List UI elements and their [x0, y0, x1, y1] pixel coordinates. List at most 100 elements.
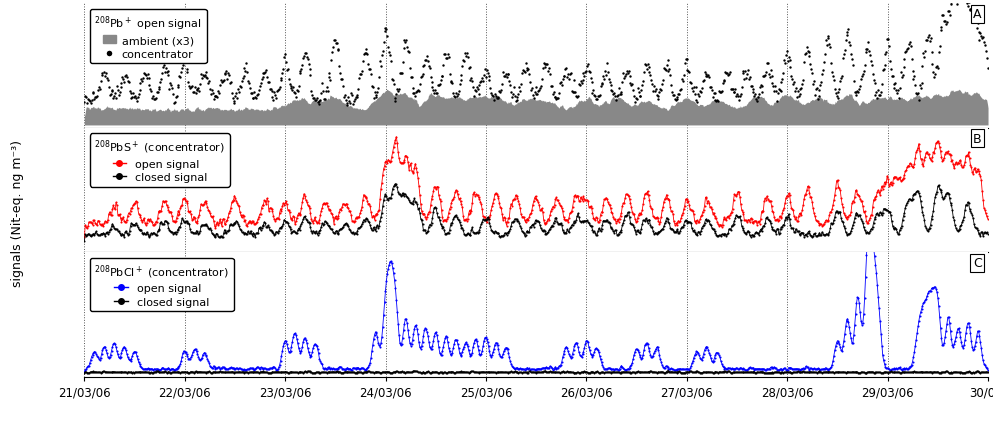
Point	[115, 77, 131, 83]
Point	[154, 71, 170, 78]
Point	[960, 0, 976, 7]
Point	[977, 43, 993, 49]
Point	[830, 95, 846, 102]
Point	[680, 69, 696, 76]
Point	[862, 52, 878, 59]
Point	[804, 70, 820, 77]
Point	[915, 63, 930, 70]
Point	[104, 89, 120, 95]
Point	[244, 96, 260, 103]
Point	[344, 92, 359, 99]
Text: A: A	[973, 8, 982, 21]
Point	[109, 83, 125, 90]
Point	[491, 96, 506, 103]
Point	[705, 94, 721, 101]
Point	[962, 8, 978, 14]
Point	[133, 76, 149, 83]
Point	[445, 90, 461, 97]
Point	[703, 84, 719, 91]
Point	[192, 88, 208, 95]
Point	[878, 51, 894, 58]
Text: signals (Nit-eq. ng m⁻³): signals (Nit-eq. ng m⁻³)	[11, 140, 25, 286]
Point	[200, 76, 215, 83]
Point	[233, 78, 249, 85]
Point	[271, 86, 287, 93]
Point	[135, 75, 151, 82]
Point	[301, 61, 317, 68]
Point	[860, 40, 876, 47]
Point	[467, 88, 483, 95]
Point	[208, 94, 223, 101]
Point	[469, 85, 485, 92]
Point	[682, 80, 698, 86]
Point	[658, 63, 674, 70]
Point	[913, 85, 928, 92]
Point	[102, 92, 118, 98]
Point	[748, 91, 764, 98]
Point	[380, 44, 396, 51]
Point	[645, 89, 661, 95]
Point	[304, 92, 320, 99]
Point	[614, 89, 630, 96]
Point	[246, 89, 262, 96]
Point	[362, 66, 378, 73]
Point	[173, 74, 189, 81]
Point	[819, 36, 835, 43]
Point	[403, 75, 419, 81]
Point	[421, 63, 437, 70]
Point	[381, 49, 397, 56]
Point	[253, 76, 269, 83]
Point	[172, 74, 188, 81]
Point	[151, 86, 167, 93]
Legend: open signal, closed signal: open signal, closed signal	[90, 134, 229, 187]
Point	[166, 100, 182, 106]
Point	[101, 92, 117, 99]
Point	[605, 89, 621, 95]
Point	[737, 76, 753, 83]
Point	[183, 85, 199, 92]
Point	[695, 79, 711, 86]
Point	[750, 95, 766, 102]
Point	[516, 69, 532, 76]
Point	[248, 95, 264, 102]
Point	[939, 19, 955, 26]
Point	[677, 57, 693, 63]
Point	[335, 83, 351, 90]
Point	[840, 26, 856, 33]
Point	[518, 67, 534, 74]
Point	[319, 84, 335, 91]
Point	[870, 87, 886, 94]
Point	[813, 80, 829, 86]
Point	[468, 88, 484, 95]
Point	[872, 92, 888, 99]
Point	[292, 71, 308, 78]
Point	[756, 74, 772, 81]
Point	[119, 74, 135, 81]
Point	[297, 51, 313, 58]
Point	[746, 89, 762, 96]
Point	[676, 72, 692, 79]
Point	[808, 86, 824, 93]
Point	[824, 69, 840, 76]
Point	[230, 86, 246, 93]
Point	[900, 46, 916, 53]
Point	[235, 74, 251, 81]
Point	[460, 55, 476, 61]
Point	[667, 97, 683, 104]
Point	[332, 64, 348, 71]
Point	[906, 76, 922, 83]
Point	[131, 92, 147, 98]
Point	[273, 75, 289, 82]
Point	[825, 73, 841, 80]
Point	[576, 73, 592, 80]
Point	[203, 86, 218, 93]
Point	[920, 35, 935, 42]
Point	[934, 13, 950, 20]
Point	[264, 94, 280, 101]
Point	[609, 93, 625, 100]
Text: C: C	[973, 256, 982, 270]
Point	[674, 76, 690, 83]
Point	[496, 69, 511, 76]
Point	[801, 53, 817, 60]
Point	[287, 90, 303, 97]
